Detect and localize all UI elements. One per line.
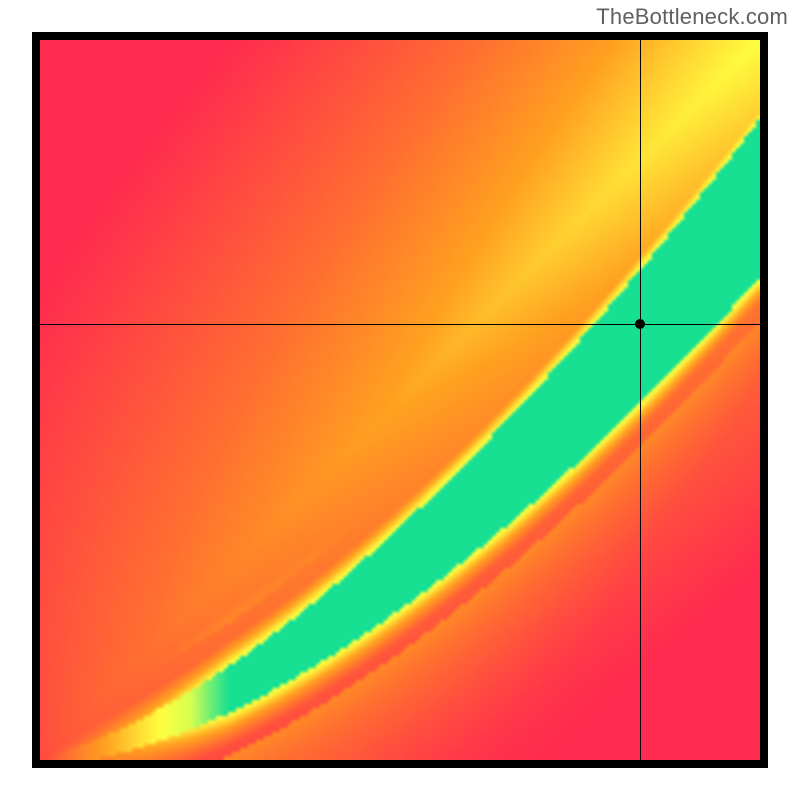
figure-container: TheBottleneck.com (0, 0, 800, 800)
heatmap-canvas (40, 40, 760, 760)
crosshair-vertical (640, 40, 642, 760)
crosshair-horizontal (40, 324, 760, 326)
crosshair-marker (635, 319, 645, 329)
watermark-text: TheBottleneck.com (596, 4, 788, 30)
